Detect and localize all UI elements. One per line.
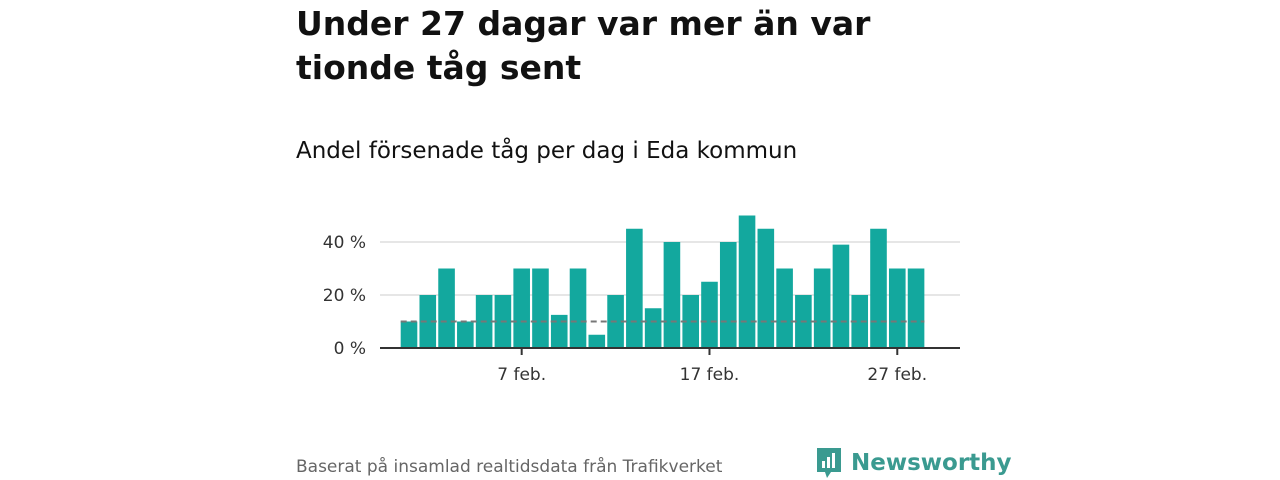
bar — [419, 295, 437, 348]
axes: 0 % 20 % 40 % 7 feb. 17 feb. 27 feb. — [323, 233, 960, 385]
y-tick-label: 0 % — [334, 339, 366, 359]
chart-title: Under 27 dagar var mer än var tionde tåg… — [296, 4, 871, 87]
bar — [626, 228, 643, 348]
bar — [438, 268, 455, 348]
bar — [738, 215, 756, 348]
newsworthy-logo-text: Newsworthy — [851, 450, 1012, 476]
bar — [457, 321, 474, 348]
bar-chart: 0 % 20 % 40 % 7 feb. 17 feb. 27 feb. — [323, 215, 960, 385]
bar — [663, 242, 681, 348]
chart-subtitle: Andel försenade tåg per dag i Eda kommun — [296, 138, 798, 164]
bar — [701, 281, 718, 348]
bar — [719, 242, 737, 348]
y-tick-label: 20 % — [323, 286, 366, 306]
source-note: Baserat på insamlad realtidsdata från Tr… — [296, 457, 723, 477]
bar — [832, 244, 850, 348]
bar — [532, 268, 549, 348]
bar — [870, 228, 887, 348]
bar — [907, 268, 925, 348]
newsworthy-logo-icon — [817, 448, 841, 478]
bar — [757, 228, 775, 348]
bar — [813, 268, 831, 348]
newsworthy-logo: Newsworthy — [815, 446, 1012, 480]
bar — [550, 314, 568, 348]
bars — [400, 215, 925, 348]
bar — [588, 334, 606, 348]
x-tick-label: 17 feb. — [680, 365, 740, 385]
bar — [644, 308, 662, 348]
bar — [569, 268, 587, 348]
x-tick-label: 7 feb. — [497, 365, 546, 385]
bar — [888, 268, 906, 348]
bar — [400, 321, 418, 348]
x-tick-label: 27 feb. — [867, 365, 927, 385]
y-tick-label: 40 % — [323, 233, 366, 253]
bar — [851, 295, 869, 348]
bar — [776, 268, 793, 348]
bar — [513, 268, 530, 348]
